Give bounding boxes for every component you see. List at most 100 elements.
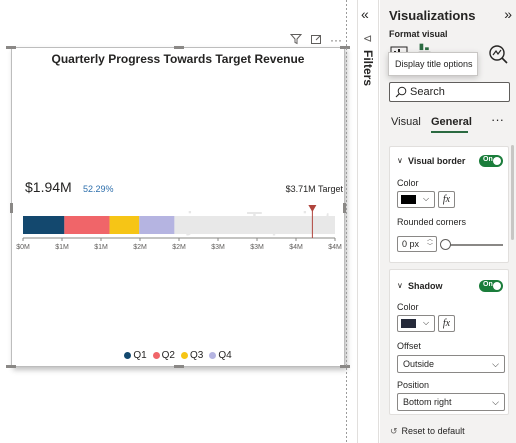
spin-down-icon[interactable]: ﹀ [426, 244, 433, 250]
chart-area: $0M $1M $1M $2M $2M $3M $3M $4M $4M [16, 205, 342, 251]
pane-title: Visualizations [389, 8, 476, 23]
filter-icon[interactable] [289, 33, 303, 47]
legend-item-q3[interactable]: Q3 [181, 350, 203, 361]
rounded-corners-label: Rounded corners [397, 217, 467, 227]
visualizations-pane: Visualizations » Format visual Display t… [380, 0, 516, 443]
x-tick-label: $2M [133, 244, 147, 251]
border-color-picker[interactable]: ⌵ [397, 191, 435, 208]
bar-segment-q3[interactable] [109, 216, 140, 234]
chevron-down-icon[interactable]: ∨ [397, 156, 403, 165]
resize-handle[interactable] [6, 46, 16, 49]
resize-handle[interactable] [10, 203, 13, 213]
fx-button[interactable]: fx [438, 191, 455, 208]
x-tick-label: $4M [289, 244, 303, 251]
more-options-icon[interactable]: ··· [330, 33, 342, 47]
legend: Q1 Q2 Q3 Q4 [12, 350, 344, 361]
rounded-corners-input[interactable]: 0 px ︿ ﹀ [397, 236, 437, 252]
x-tick-label: $0M [16, 244, 30, 251]
toggle-knob [493, 157, 501, 165]
x-tick-label: $1M [94, 244, 108, 251]
spin-up-icon[interactable]: ︿ [426, 237, 433, 243]
filters-pane-collapsed[interactable]: « ⊲ Filters [357, 0, 379, 443]
more-options-icon[interactable]: ··· [491, 112, 504, 127]
shadow-title[interactable]: Shadow [408, 281, 443, 291]
chart-title: Quarterly Progress Towards Target Revenu… [51, 52, 305, 66]
chevron-down-icon: ⌵ [423, 194, 430, 203]
tooltip: Display title options [388, 52, 478, 76]
color-label: Color [397, 302, 419, 312]
search-input[interactable] [410, 85, 508, 99]
tab-general[interactable]: General [431, 116, 472, 128]
chevron-down-icon: ⌵ [423, 318, 430, 327]
spin-buttons[interactable]: ︿ ﹀ [427, 237, 433, 251]
legend-dot-icon [124, 351, 132, 359]
resize-handle[interactable] [6, 365, 16, 368]
target-label: $3.71M Target [285, 184, 343, 194]
collapse-filters-icon[interactable]: « [361, 6, 369, 22]
resize-handle[interactable] [174, 365, 184, 368]
rounded-corners-slider[interactable] [443, 244, 503, 246]
position-label: Position [397, 380, 430, 390]
resize-handle[interactable] [340, 46, 350, 49]
chevron-down-icon: ⌵ [492, 397, 499, 407]
shadow-color-picker[interactable]: ⌵ [397, 315, 435, 332]
legend-dot-icon [152, 351, 160, 359]
toggle-knob [493, 282, 501, 290]
bar-segment-q2[interactable] [64, 216, 110, 234]
x-tick-label: $3M [250, 244, 264, 251]
legend-dot-icon [181, 351, 188, 359]
chevron-down-icon[interactable]: ∨ [397, 281, 403, 290]
active-tab-indicator [431, 131, 468, 133]
resize-handle[interactable] [343, 203, 346, 213]
fx-button[interactable]: fx [438, 315, 455, 332]
chevron-down-icon: ⌵ [492, 359, 499, 369]
visual-border-toggle[interactable]: On [479, 155, 503, 167]
tab-visual[interactable]: Visual [391, 116, 421, 128]
canvas-divider [346, 0, 347, 443]
bar-segment-q4[interactable] [139, 216, 175, 234]
slider-thumb[interactable] [440, 239, 451, 250]
resize-handle[interactable] [340, 365, 350, 368]
resize-handle[interactable] [174, 46, 184, 49]
filters-label[interactable]: Filters [361, 50, 375, 87]
position-dropdown[interactable]: Bottom right ⌵ [397, 393, 505, 411]
report-canvas: ··· Quarterly Progress Towards Target Re… [6, 33, 350, 368]
filter-funnel-icon[interactable]: ⊲ [363, 33, 373, 45]
color-label: Color [397, 178, 419, 188]
reset-label: Reset to default [401, 426, 465, 436]
bullet-chart-visual[interactable]: Quarterly Progress Towards Target Revenu… [6, 46, 350, 368]
color-swatch [401, 319, 416, 328]
x-tick-label: $2M [172, 244, 186, 251]
scrollbar[interactable] [511, 145, 514, 240]
legend-label: Q3 [190, 350, 204, 361]
toggle-label: On [483, 156, 493, 163]
shadow-toggle[interactable]: On [479, 280, 503, 292]
x-tick-label: $4M [328, 244, 342, 251]
kpi-percent: 52.29% [83, 184, 114, 194]
bar-segment-q1[interactable] [23, 216, 65, 234]
collapse-pane-icon[interactable]: » [504, 6, 512, 22]
color-swatch [401, 195, 416, 204]
kpi-value: $1.94M [25, 179, 72, 195]
rounded-corners-value: 0 px [402, 239, 420, 249]
focus-mode-icon[interactable] [309, 33, 323, 47]
visual-border-title[interactable]: Visual border [408, 156, 466, 166]
analytics-icon[interactable] [487, 43, 509, 65]
x-tick-label: $1M [55, 244, 69, 251]
target-marker [308, 205, 317, 212]
legend-item-q4[interactable]: Q4 [209, 350, 232, 361]
reset-to-default-button[interactable]: ↺ Reset to default [390, 426, 465, 437]
legend-item-q1[interactable]: Q1 [124, 350, 147, 361]
legend-label: Q1 [133, 350, 147, 361]
position-value: Bottom right [403, 397, 452, 407]
search-box[interactable] [389, 82, 510, 102]
legend-label: Q4 [218, 350, 232, 361]
offset-dropdown[interactable]: Outside ⌵ [397, 355, 505, 373]
reset-icon: ↺ [390, 426, 398, 436]
toggle-label: On [483, 281, 493, 288]
legend-dot-icon [209, 351, 217, 359]
offset-label: Offset [397, 341, 421, 351]
visual-border-card: ∨ Visual border On Color ⌵ fx Rounded co… [389, 146, 509, 263]
shadow-card: ∨ Shadow On Color ⌵ fx Offset Outside ⌵ … [389, 269, 509, 415]
legend-item-q2[interactable]: Q2 [152, 350, 175, 361]
